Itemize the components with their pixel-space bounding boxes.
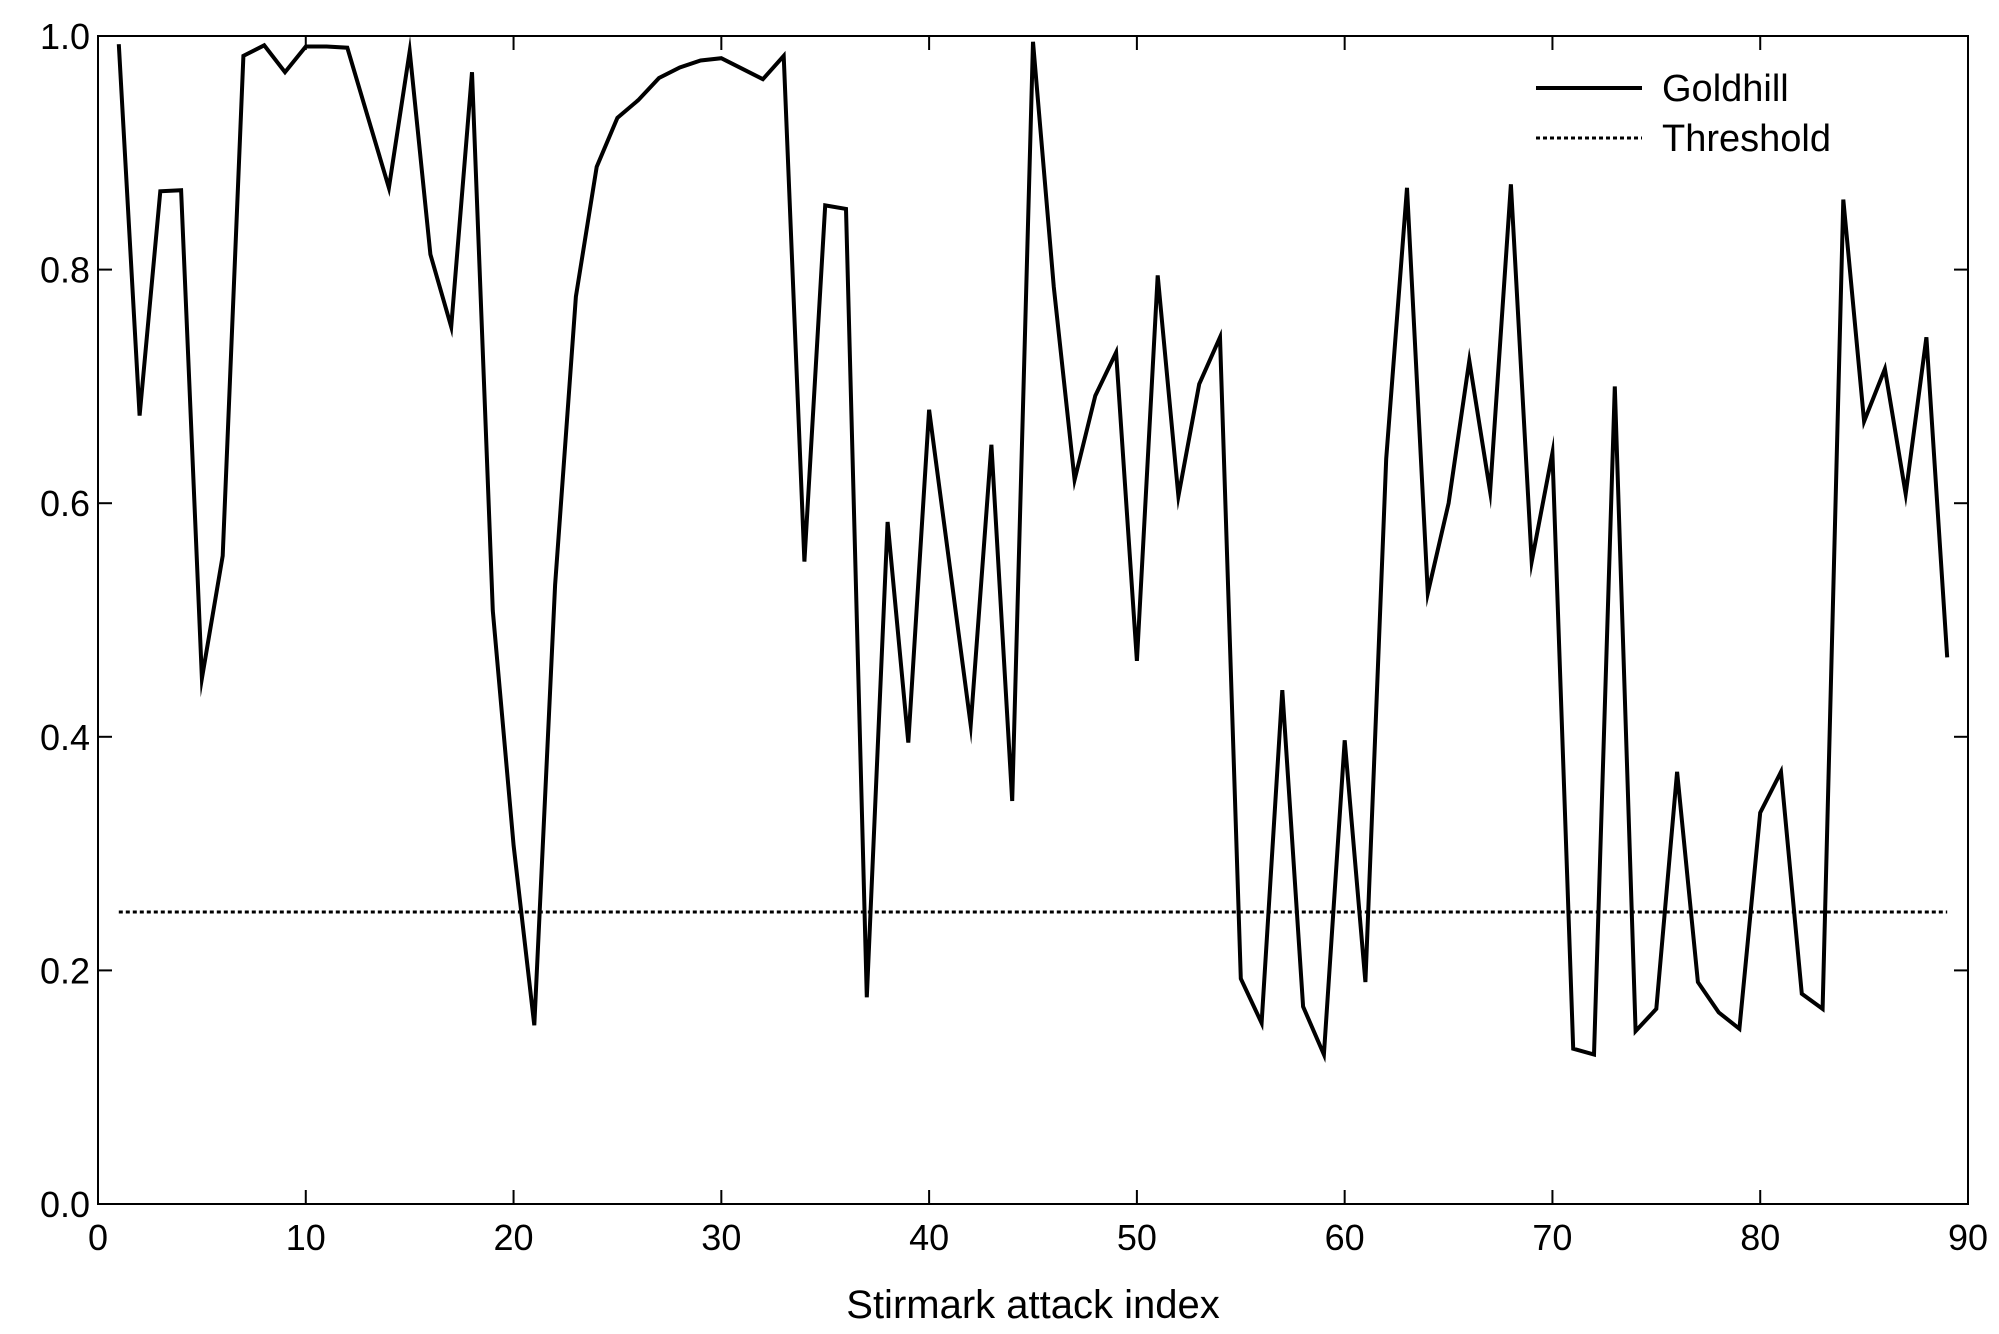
y-tick-label: 0.0 — [40, 1184, 90, 1225]
x-tick-label: 20 — [494, 1217, 534, 1258]
x-tick-label: 70 — [1532, 1217, 1572, 1258]
y-tick-label: 1.0 — [40, 16, 90, 57]
y-tick-label: 0.8 — [40, 250, 90, 291]
x-tick-label: 0 — [88, 1217, 108, 1258]
plot-area-border — [97, 35, 1969, 1205]
legend-label-goldhill: Goldhill — [1662, 68, 1789, 110]
x-tick-label: 30 — [701, 1217, 741, 1258]
x-tick-label: 10 — [286, 1217, 326, 1258]
x-tick-label: 50 — [1117, 1217, 1157, 1258]
x-tick-label: 40 — [909, 1217, 949, 1258]
x-tick-label: 80 — [1740, 1217, 1780, 1258]
series-layer — [116, 35, 1950, 1063]
x-tick-label: 90 — [1948, 1217, 1988, 1258]
y-tick-label: 0.6 — [40, 483, 90, 524]
x-tick-label: 60 — [1325, 1217, 1365, 1258]
x-axis-title: Stirmark attack index — [846, 1283, 1219, 1327]
y-tick-label: 0.2 — [40, 950, 90, 991]
legend: Goldhill Threshold — [1536, 68, 1831, 160]
x-axis-ticks: 0 10 20 30 40 50 60 70 80 90 — [88, 36, 1988, 1258]
y-axis-ticks: 0.0 0.2 0.4 0.6 0.8 1.0 — [40, 16, 1968, 1225]
y-tick-label: 0.4 — [40, 717, 90, 758]
legend-label-threshold: Threshold — [1662, 118, 1831, 160]
series-line-goldhill — [116, 35, 1950, 1063]
plot-frame — [97, 35, 1969, 1205]
